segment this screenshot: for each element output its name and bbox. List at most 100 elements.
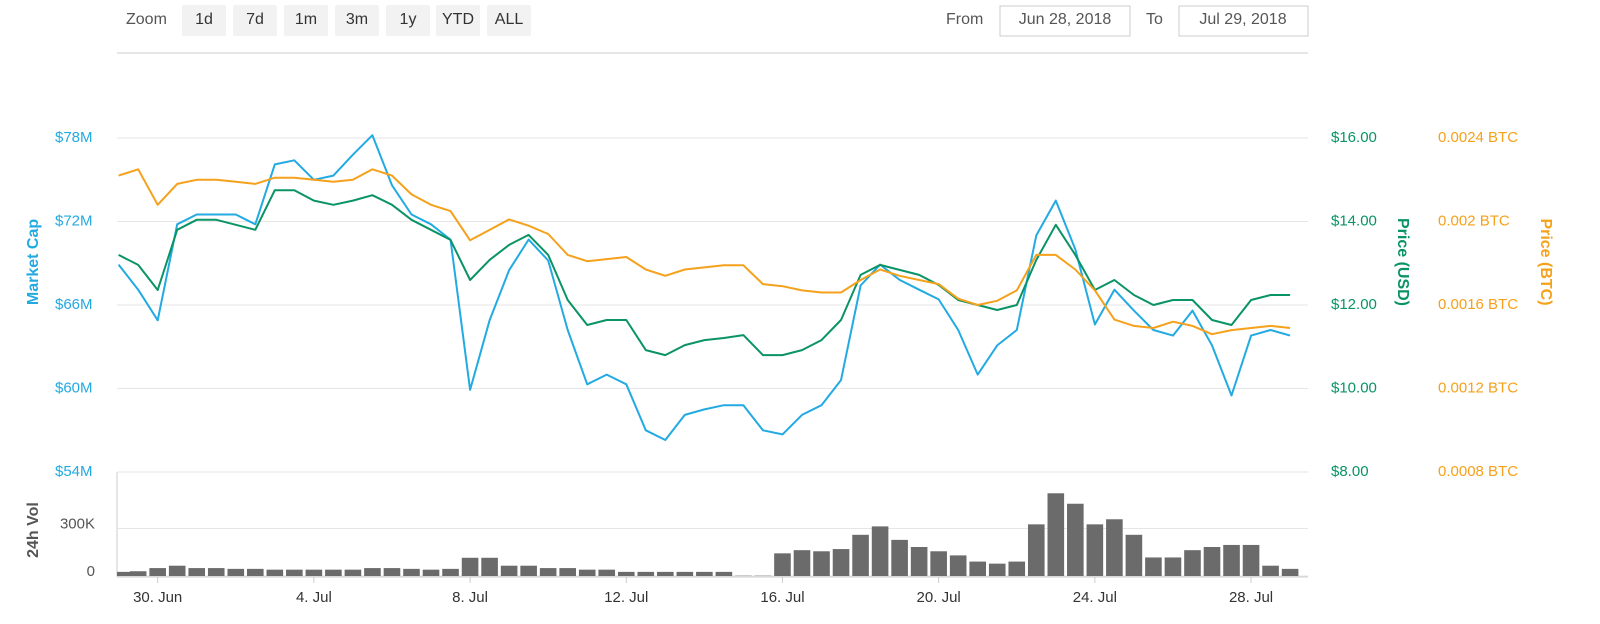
volume-bar — [578, 569, 596, 576]
volume-bar — [149, 568, 166, 576]
zoom-button-bg[interactable] — [335, 5, 379, 36]
volume-bar — [617, 571, 635, 576]
volume-bar — [207, 568, 225, 576]
volume-bar — [715, 571, 733, 576]
zoom-label: Zoom — [126, 11, 167, 28]
zoom-button[interactable]: YTD — [436, 5, 480, 36]
series-line — [118, 168, 1291, 336]
zoom-button[interactable]: 7d — [233, 5, 277, 36]
to-value[interactable]: Jul 29, 2018 — [1199, 11, 1286, 28]
volume-bar — [266, 569, 284, 576]
x-tick-label: 20. Jul — [917, 589, 961, 606]
zoom-button-bg[interactable] — [436, 5, 480, 36]
volume-bar — [481, 557, 498, 576]
volume-bar — [813, 551, 830, 576]
x-tick-label: 12. Jul — [604, 589, 648, 606]
volume-bar — [383, 568, 401, 576]
volume-bar — [910, 547, 928, 576]
volume-bar — [1086, 524, 1104, 576]
y2-tick-label: $16.00 — [1331, 129, 1377, 146]
volume-bar — [286, 569, 303, 576]
to-label: To — [1146, 11, 1163, 28]
y-tick-label: 0 — [87, 563, 95, 580]
volume-bar — [988, 563, 1006, 576]
y2-tick-label: $8.00 — [1331, 463, 1369, 480]
series-line — [118, 189, 1291, 357]
series-line — [117, 134, 1291, 441]
volume-bar — [344, 569, 362, 576]
y2-tick-label: $12.00 — [1331, 296, 1377, 313]
volume-bar — [305, 569, 323, 576]
x-tick-label: 28. Jul — [1229, 589, 1273, 606]
x-tick-label: 8. Jul — [452, 589, 488, 606]
volume-bar — [1184, 550, 1201, 576]
volume-bar — [1242, 544, 1260, 576]
volume-bar — [696, 571, 713, 576]
volume-bar — [637, 571, 655, 576]
volume-bar — [129, 571, 147, 576]
volume-bar — [1027, 524, 1045, 576]
volume-bar — [247, 568, 264, 576]
volume-bar — [793, 550, 811, 576]
zoom-button-label[interactable]: YTD — [442, 11, 474, 28]
volume-bar — [1106, 519, 1123, 576]
volume-bar — [891, 539, 908, 576]
zoom-button-bg[interactable] — [233, 5, 277, 36]
zoom-button-label[interactable]: 7d — [246, 11, 264, 28]
zoom-button-bg[interactable] — [284, 5, 328, 36]
volume-bar — [227, 568, 245, 576]
y-tick-label: $72M — [55, 212, 93, 229]
y2-axis-title: Price (USD) — [1394, 218, 1411, 306]
zoom-buttons: 1d 7d 1m 3m 1y YTD ALL — [182, 5, 531, 36]
volume-bar — [442, 568, 459, 576]
x-tick-label: 16. Jul — [760, 589, 804, 606]
volume-bar — [1262, 565, 1279, 576]
zoom-button-bg[interactable] — [182, 5, 226, 36]
x-tick-label: 30. Jun — [133, 589, 182, 606]
y3-axis-title: Price (BTC) — [1537, 218, 1554, 305]
zoom-button-label[interactable]: 1d — [195, 11, 213, 28]
zoom-button-bg[interactable] — [386, 5, 430, 36]
volume-bar — [559, 568, 576, 576]
zoom-button-label[interactable]: 1m — [295, 11, 317, 28]
zoom-button[interactable]: 3m — [335, 5, 379, 36]
volume-bar — [168, 565, 186, 576]
zoom-button-label[interactable]: 1y — [400, 11, 417, 28]
from-label: From — [946, 11, 983, 28]
zoom-button-label[interactable]: ALL — [495, 11, 524, 28]
y-tick-label: $60M — [55, 379, 93, 396]
zoom-button-bg[interactable] — [487, 5, 531, 36]
volume-bar — [1125, 534, 1143, 576]
volume-bar — [188, 568, 206, 576]
y-tick-label: 300K — [60, 515, 95, 532]
volume-bar — [403, 568, 420, 576]
from-input[interactable] — [999, 5, 1131, 37]
y-axis-title: 24h Vol — [25, 502, 42, 558]
y2-tick-label: $10.00 — [1331, 379, 1377, 396]
volume-bar — [117, 571, 134, 576]
volume-bar — [461, 557, 479, 576]
from-value[interactable]: Jun 28, 2018 — [1019, 11, 1112, 28]
y-tick-label: $78M — [55, 129, 93, 146]
volume-bar — [1281, 568, 1299, 576]
volume-bar — [1164, 557, 1182, 576]
volume-bar — [1067, 503, 1084, 576]
to-input[interactable] — [1178, 5, 1309, 37]
zoom-button[interactable]: 1y — [386, 5, 430, 36]
zoom-button-label[interactable]: 3m — [346, 11, 368, 28]
zoom-button[interactable]: 1d — [182, 5, 226, 36]
zoom-button[interactable]: 1m — [284, 5, 328, 36]
y2-tick-label: $14.00 — [1331, 212, 1377, 229]
volume-bar — [1145, 557, 1162, 576]
volume-bar — [852, 534, 869, 576]
y-tick-label: $66M — [55, 296, 93, 313]
zoom-button[interactable]: ALL — [487, 5, 531, 36]
y-tick-label: $54M — [55, 463, 93, 480]
y3-tick-label: 0.0024 BTC — [1438, 129, 1518, 146]
y3-tick-label: 0.0008 BTC — [1438, 463, 1518, 480]
y3-tick-label: 0.0016 BTC — [1438, 296, 1518, 313]
volume-bar — [539, 568, 557, 576]
volume-bar — [930, 551, 947, 576]
volume-bar — [1047, 493, 1065, 576]
